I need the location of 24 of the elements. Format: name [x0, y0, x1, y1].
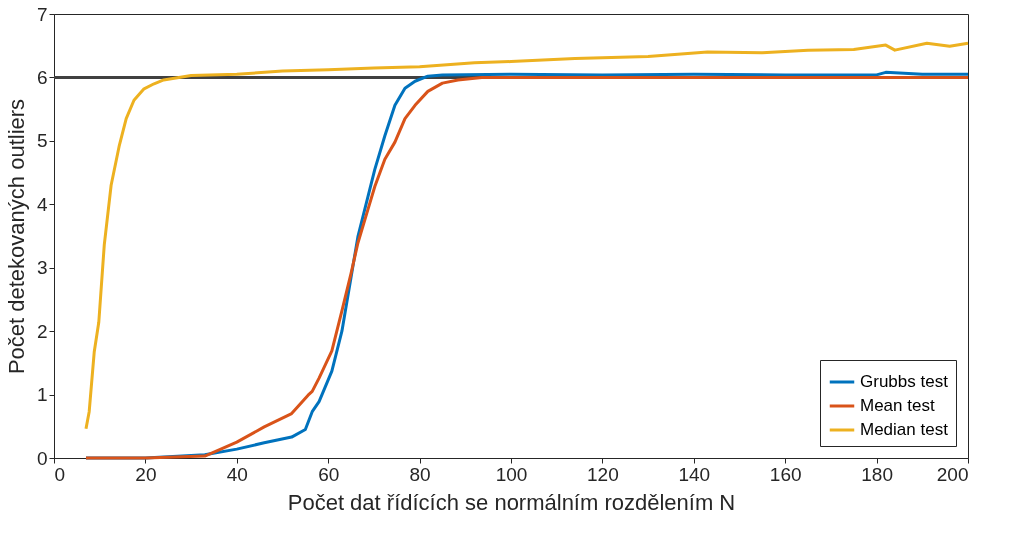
legend-label: Median test — [860, 420, 949, 439]
x-tick-label: 20 — [135, 463, 157, 485]
legend-label: Grubbs test — [860, 372, 949, 391]
y-tick-label: 3 — [36, 257, 48, 279]
x-tick-label: 40 — [226, 463, 248, 485]
x-tick-label: 200 — [936, 463, 969, 485]
x-tick-label: 160 — [769, 463, 802, 485]
y-tick-label: 7 — [36, 3, 48, 25]
x-tick-label: 120 — [587, 463, 619, 485]
x-axis-title: Počet dat řídících se normálním rozdělením N — [287, 489, 736, 515]
legend-label: Mean test — [860, 396, 935, 415]
y-tick-label: 5 — [36, 130, 48, 152]
x-tick-label: 80 — [409, 463, 431, 485]
y-tick-label: 1 — [36, 384, 48, 406]
y-tick-label: 0 — [36, 447, 48, 469]
x-tick-label: 140 — [678, 463, 711, 485]
x-tick-label: 180 — [861, 463, 893, 485]
y-tick-label: 2 — [36, 320, 48, 342]
x-tick-label: 0 — [54, 463, 66, 485]
x-tick-label: 60 — [318, 463, 340, 485]
y-axis-title: Počet detekovaných outliers — [3, 98, 29, 375]
y-tick-label: 6 — [36, 66, 48, 88]
y-tick-label: 4 — [36, 193, 48, 215]
x-tick-label: 100 — [495, 463, 528, 485]
